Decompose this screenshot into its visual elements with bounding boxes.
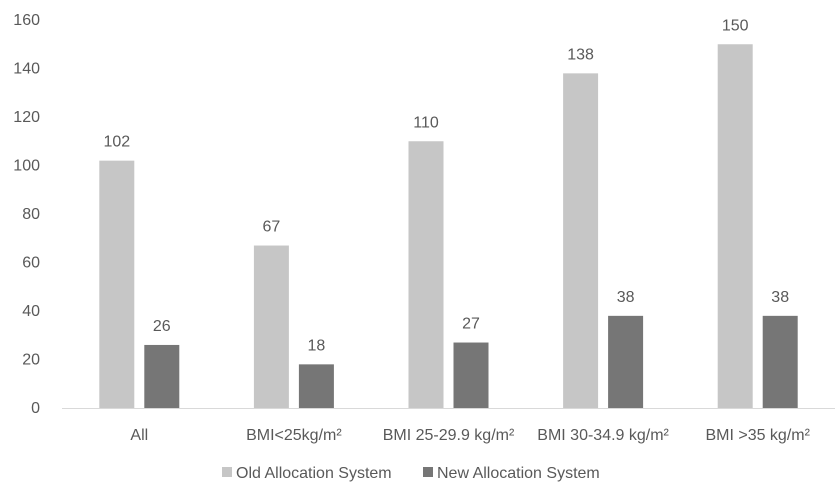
data-label: 102: [103, 134, 130, 151]
y-tick-label: 40: [22, 303, 40, 320]
x-category-label: BMI >35 kg/m²: [705, 427, 810, 444]
x-category-label: BMI 25-29.9 kg/m²: [383, 427, 515, 444]
y-axis-ticks: 0 20 40 60 80 100 120 140 160: [13, 12, 40, 417]
bar-old-0: [99, 160, 135, 408]
data-label: 38: [617, 289, 635, 306]
legend-swatch-old: [222, 467, 232, 477]
x-category-label: BMI<25kg/m²: [246, 427, 342, 444]
data-label: 110: [413, 114, 439, 131]
y-tick-label: 140: [13, 61, 40, 78]
x-category-label: All: [130, 427, 148, 444]
bar-old-2: [408, 141, 444, 408]
data-label: 38: [771, 289, 789, 306]
legend-label-new: New Allocation System: [437, 465, 600, 482]
y-tick-label: 0: [31, 400, 40, 417]
bar-old-3: [563, 73, 599, 408]
data-label: 67: [263, 219, 281, 236]
data-label: 18: [308, 337, 326, 354]
bar-new-2: [453, 342, 489, 408]
data-label: 27: [462, 316, 480, 333]
y-tick-label: 160: [13, 12, 40, 29]
y-tick-label: 120: [13, 109, 40, 126]
data-label: 150: [722, 17, 749, 34]
legend-label-old: Old Allocation System: [236, 465, 392, 482]
bar-new-0: [144, 344, 180, 408]
y-tick-label: 80: [22, 206, 40, 223]
bar-old-1: [253, 245, 289, 408]
data-label: 138: [567, 46, 594, 63]
data-label: 26: [153, 318, 171, 335]
bar-new-1: [298, 364, 334, 408]
legend-swatch-new: [423, 467, 433, 477]
legend: Old Allocation System New Allocation Syst…: [222, 465, 600, 482]
bars: [99, 44, 798, 408]
bar-old-4: [717, 44, 753, 408]
bar-new-3: [608, 315, 644, 408]
x-category-label: BMI 30-34.9 kg/m²: [537, 427, 669, 444]
y-tick-label: 60: [22, 255, 40, 272]
y-tick-label: 100: [13, 158, 40, 175]
bar-new-4: [762, 315, 798, 408]
y-tick-label: 20: [22, 352, 40, 369]
category-labels: All BMI<25kg/m² BMI 25-29.9 kg/m² BMI 30-34…: [130, 427, 810, 444]
data-labels: 102 26 67 18 110 27 138 38 150 38: [103, 17, 789, 354]
